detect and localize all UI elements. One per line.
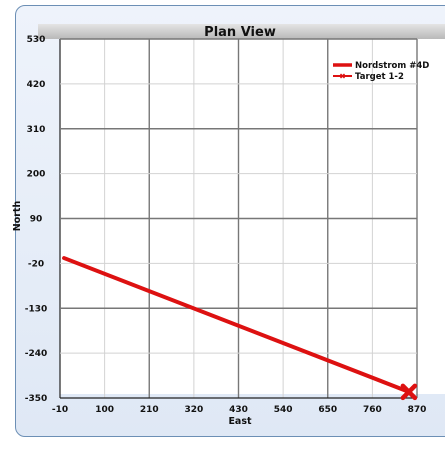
y-tick-label: 420 [27, 80, 46, 90]
target-marker [400, 383, 418, 401]
series [62, 256, 418, 401]
x-tick-label: 430 [229, 405, 248, 415]
well-path-line [62, 256, 411, 394]
y-tick-label: 310 [27, 125, 46, 135]
chart-title: Plan View [204, 25, 276, 40]
title-bar [38, 24, 445, 39]
grid [59, 38, 418, 399]
y-tick-label: -240 [25, 349, 48, 359]
x-tick-label: 320 [184, 405, 203, 415]
plot-area [60, 39, 445, 394]
x-tick-label: -10 [52, 405, 68, 415]
legend-label: Nordstrom #4D [355, 61, 429, 71]
y-tick-label: -350 [25, 394, 48, 404]
x-tick-label: 540 [274, 405, 293, 415]
y-tick-label: 90 [30, 215, 43, 225]
x-tick-label: 100 [95, 405, 114, 415]
y-tick-label: 200 [27, 170, 46, 180]
y-axis-label: North [12, 201, 23, 232]
x-tick-label: 760 [363, 405, 382, 415]
x-tick-label: 870 [408, 405, 427, 415]
x-axis-label: East [228, 416, 252, 427]
legend-marker [339, 73, 346, 79]
y-tick-label: 530 [27, 35, 46, 45]
y-tick-label: -20 [28, 259, 44, 269]
x-tick-label: 210 [140, 405, 159, 415]
legend-label: Target 1-2 [355, 72, 404, 82]
tick-labels: -10 100 210 320 430 540 650 760 870 530 420 310 200 9… [25, 35, 427, 415]
y-tick-label: -130 [25, 304, 48, 314]
x-tick-label: 650 [318, 405, 337, 415]
